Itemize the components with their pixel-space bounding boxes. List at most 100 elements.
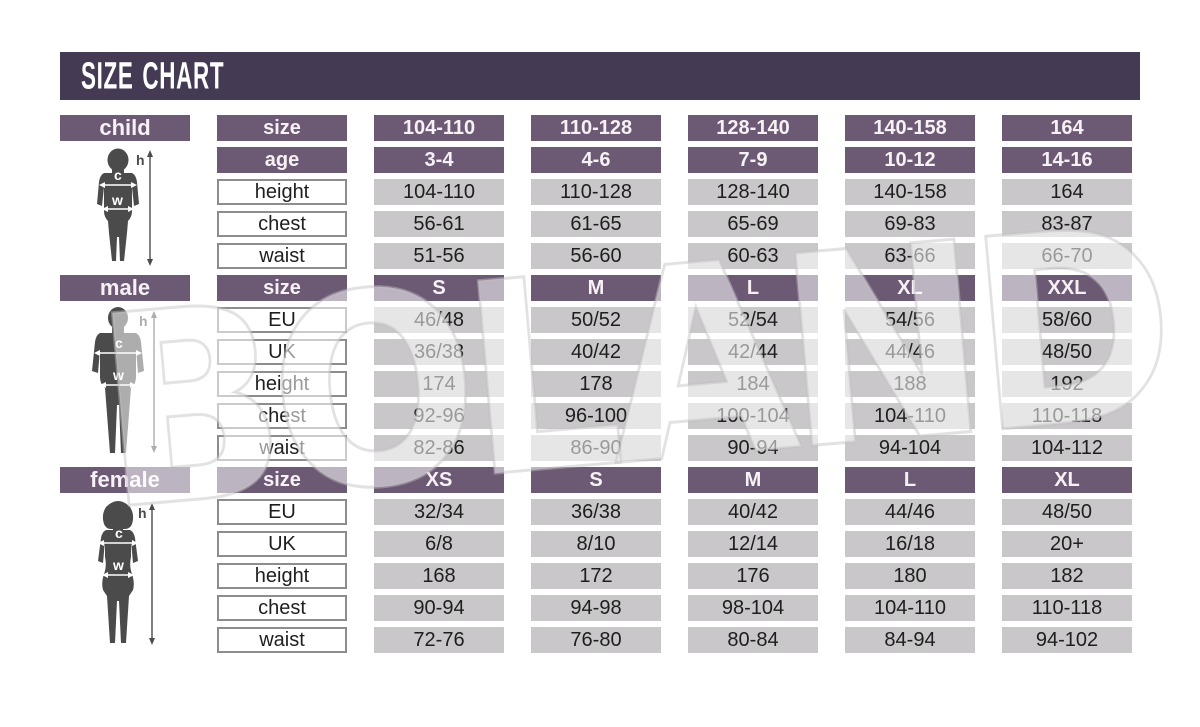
female-row-size: size XS S M L XL <box>217 467 1132 493</box>
male-chest-letter: c <box>115 335 123 351</box>
child-age-value-2: 7-9 <box>688 147 818 173</box>
male-height-value-3: 188 <box>845 371 975 397</box>
child-chest-value-3: 69-83 <box>845 211 975 237</box>
female-waist-letter: w <box>112 557 124 573</box>
female-eu-value-3: 44/46 <box>845 499 975 525</box>
child-waist-value-0: 51-56 <box>374 243 504 269</box>
male-chest-row-label: chest <box>217 403 347 429</box>
female-uk-value-0: 6/8 <box>374 531 504 557</box>
female-chest-value-2: 98-104 <box>688 595 818 621</box>
male-eu-value-1: 50/52 <box>531 307 661 333</box>
male-section-figure: male h <box>60 275 190 467</box>
male-eu-value-4: 58/60 <box>1002 307 1132 333</box>
male-size-value-1: M <box>531 275 661 301</box>
female-waist-row-label: waist <box>217 627 347 653</box>
male-row-size: size S M L XL XXL <box>217 275 1132 301</box>
male-eu-value-0: 46/48 <box>374 307 504 333</box>
section-badge-male: male <box>60 275 190 301</box>
female-chest-value-0: 90-94 <box>374 595 504 621</box>
child-height-value-2: 128-140 <box>688 179 818 205</box>
child-row-waist: waist 51-56 56-60 60-63 63-66 66-70 <box>217 243 1132 269</box>
size-chart-table: child h <box>60 115 1132 659</box>
female-eu-row-label: EU <box>217 499 347 525</box>
male-row-height: height 174 178 184 188 192 <box>217 371 1132 397</box>
female-size-value-0: XS <box>374 467 504 493</box>
child-chest-value-0: 56-61 <box>374 211 504 237</box>
male-eu-row-label: EU <box>217 307 347 333</box>
male-uk-value-0: 36/38 <box>374 339 504 365</box>
male-row-uk: UK 36/38 40/42 42/44 44/46 48/50 <box>217 339 1132 365</box>
male-waist-row-label: waist <box>217 435 347 461</box>
male-height-row-label: height <box>217 371 347 397</box>
female-size-value-1: S <box>531 467 661 493</box>
female-waist-value-3: 84-94 <box>845 627 975 653</box>
child-waist-value-2: 60-63 <box>688 243 818 269</box>
child-chest-letter: c <box>114 167 122 183</box>
female-uk-value-3: 16/18 <box>845 531 975 557</box>
male-waist-letter: w <box>112 367 124 383</box>
female-chest-row-label: chest <box>217 595 347 621</box>
child-chest-value-2: 65-69 <box>688 211 818 237</box>
figure-column: child h <box>60 115 190 659</box>
male-row-waist: waist 82-86 86-90 90-94 94-104 104-112 <box>217 435 1132 461</box>
male-uk-value-1: 40/42 <box>531 339 661 365</box>
female-row-eu: EU 32/34 36/38 40/42 44/46 48/50 <box>217 499 1132 525</box>
female-size-value-2: M <box>688 467 818 493</box>
male-chest-value-3: 104-110 <box>845 403 975 429</box>
male-chest-value-2: 100-104 <box>688 403 818 429</box>
male-size-value-4: XXL <box>1002 275 1132 301</box>
child-size-value-2: 128-140 <box>688 115 818 141</box>
male-size-value-2: L <box>688 275 818 301</box>
child-size-value-1: 110-128 <box>531 115 661 141</box>
female-uk-value-4: 20+ <box>1002 531 1132 557</box>
male-waist-value-1: 86-90 <box>531 435 661 461</box>
child-waist-row-label: waist <box>217 243 347 269</box>
child-size-row-label: size <box>217 115 347 141</box>
female-row-waist: waist 72-76 76-80 80-84 84-94 94-102 <box>217 627 1132 653</box>
male-silhouette-icon: h c w <box>92 307 157 453</box>
female-eu-value-0: 32/34 <box>374 499 504 525</box>
child-height-value-4: 164 <box>1002 179 1132 205</box>
female-waist-value-4: 94-102 <box>1002 627 1132 653</box>
male-chest-value-0: 92-96 <box>374 403 504 429</box>
female-uk-row-label: UK <box>217 531 347 557</box>
child-age-row-label: age <box>217 147 347 173</box>
female-size-value-4: XL <box>1002 467 1132 493</box>
male-height-value-2: 184 <box>688 371 818 397</box>
child-height-value-3: 140-158 <box>845 179 975 205</box>
female-row-uk: UK 6/8 8/10 12/14 16/18 20+ <box>217 531 1132 557</box>
male-height-value-4: 192 <box>1002 371 1132 397</box>
child-chest-value-4: 83-87 <box>1002 211 1132 237</box>
child-size-value-0: 104-110 <box>374 115 504 141</box>
child-row-age: age 3-4 4-6 7-9 10-12 14-16 <box>217 147 1132 173</box>
male-eu-value-2: 52/54 <box>688 307 818 333</box>
female-waist-value-0: 72-76 <box>374 627 504 653</box>
male-waist-value-0: 82-86 <box>374 435 504 461</box>
male-height-value-1: 178 <box>531 371 661 397</box>
male-size-value-3: XL <box>845 275 975 301</box>
female-chest-value-4: 110-118 <box>1002 595 1132 621</box>
female-waist-value-1: 76-80 <box>531 627 661 653</box>
female-chest-letter: c <box>115 525 123 541</box>
child-row-chest: chest 56-61 61-65 65-69 69-83 83-87 <box>217 211 1132 237</box>
male-waist-value-2: 90-94 <box>688 435 818 461</box>
female-size-value-3: L <box>845 467 975 493</box>
male-eu-value-3: 54/56 <box>845 307 975 333</box>
female-silhouette-icon: h c w <box>98 501 155 645</box>
measurements-table: size 104-110 110-128 128-140 140-158 164 age 3-… <box>217 115 1132 659</box>
male-uk-value-3: 44/46 <box>845 339 975 365</box>
section-badge-child: child <box>60 115 190 141</box>
female-size-row-label: size <box>217 467 347 493</box>
male-chest-value-4: 110-118 <box>1002 403 1132 429</box>
child-chest-value-1: 61-65 <box>531 211 661 237</box>
section-badge-female: female <box>60 467 190 493</box>
female-height-value-0: 168 <box>374 563 504 589</box>
female-eu-value-2: 40/42 <box>688 499 818 525</box>
female-height-value-3: 180 <box>845 563 975 589</box>
child-size-value-3: 140-158 <box>845 115 975 141</box>
female-height-letter: h <box>138 505 147 521</box>
male-size-value-0: S <box>374 275 504 301</box>
female-row-chest: chest 90-94 94-98 98-104 104-110 110-118 <box>217 595 1132 621</box>
female-chest-value-3: 104-110 <box>845 595 975 621</box>
